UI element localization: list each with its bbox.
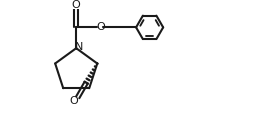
- Text: O: O: [72, 0, 81, 10]
- Text: O: O: [96, 22, 105, 32]
- Text: N: N: [75, 42, 83, 52]
- Text: O: O: [69, 96, 78, 106]
